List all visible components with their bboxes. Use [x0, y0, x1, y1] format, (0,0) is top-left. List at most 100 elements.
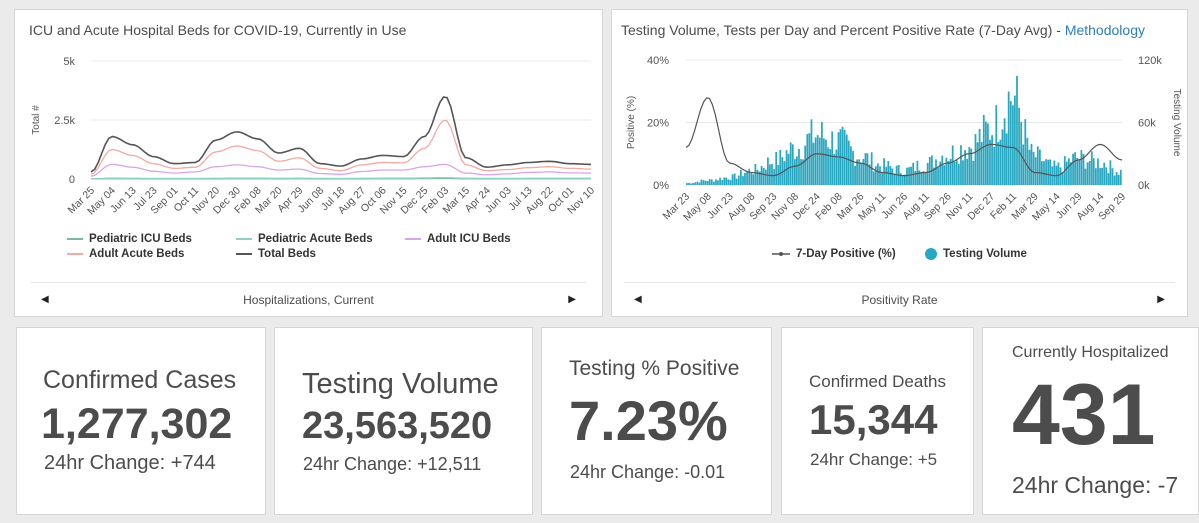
- testing-volume-bar: [1117, 174, 1120, 185]
- testing-volume-title: Testing Volume, Tests per Day and Percen…: [621, 22, 1145, 38]
- testing-volume-bar: [874, 166, 877, 185]
- testing-volume-bar: [970, 148, 973, 185]
- testing-volume-bar: [750, 173, 753, 185]
- line-marker-icon: [772, 252, 790, 256]
- testing-volume-bar: [835, 149, 838, 185]
- testing-volume-bar: [725, 177, 728, 185]
- testing-volume-bar: [713, 181, 715, 185]
- testing-volume-bar: [918, 170, 921, 185]
- testing-volume-bar: [771, 164, 773, 185]
- testing-volume-bar: [698, 182, 701, 185]
- testing-volume-bar: [758, 171, 761, 185]
- y-left-tick-label: 0%: [653, 180, 669, 192]
- currently-hospitalized-card[interactable]: Currently Hospitalized 431 24hr Change: …: [982, 327, 1199, 515]
- testing-volume-bar: [827, 147, 829, 185]
- testing-volume-bar: [914, 170, 917, 185]
- testing-volume-bar: [773, 169, 775, 185]
- testing-positive-card[interactable]: Testing % Positive 7.23% 24hr Change: -0…: [541, 327, 772, 515]
- legend-item-testing-volume[interactable]: Testing Volume: [925, 248, 1027, 260]
- confirmed-deaths-card[interactable]: Confirmed Deaths 15,344 24hr Change: +5: [781, 327, 974, 515]
- legend-item-adult-acute[interactable]: Adult Acute Beds: [67, 248, 184, 260]
- testing-volume-bar: [1068, 158, 1070, 185]
- testing-volume-bar: [858, 159, 861, 185]
- positive-rate-line: [685, 97, 1123, 177]
- testing-volume-bar: [1057, 162, 1060, 185]
- testing-volume-bar: [810, 119, 813, 185]
- hospital-beds-nav: ◀ Hospitalizations, Current ▶: [31, 282, 586, 316]
- methodology-link[interactable]: Methodology: [1064, 22, 1145, 38]
- testing-volume-bar: [808, 133, 811, 185]
- testing-volume-bar: [937, 167, 939, 185]
- testing-volume-bar: [1026, 137, 1029, 185]
- testing-volume-bar: [779, 149, 782, 185]
- testing-volume-bar: [702, 180, 705, 185]
- confirmed-cases-card[interactable]: Confirmed Cases 1,277,302 24hr Change: +…: [16, 327, 266, 515]
- testing-volume-bar: [737, 175, 740, 185]
- testing-volume-bar: [951, 145, 954, 185]
- testing-volume-bar: [823, 138, 825, 185]
- testing-title-text: Testing Volume, Tests per Day and Percen…: [621, 22, 1065, 38]
- y-left-axis-label: Positive (%): [626, 96, 637, 149]
- testing-volume-bar: [1119, 169, 1122, 185]
- testing-volume-bar: [866, 153, 869, 185]
- y-right-tick-label: 60k: [1138, 118, 1156, 130]
- card-value: 1,277,302: [41, 400, 233, 448]
- card-title: Confirmed Cases: [43, 366, 237, 394]
- testing-volume-bar: [964, 150, 966, 185]
- testing-volume-bar: [916, 160, 919, 185]
- prev-arrow-icon[interactable]: ◀: [634, 294, 642, 305]
- testing-volume-bar: [794, 159, 796, 185]
- testing-volume-bar: [690, 183, 692, 185]
- testing-volume-bar: [1103, 162, 1106, 185]
- testing-volume-bar: [1012, 105, 1014, 185]
- y-tick-label: 5k: [63, 56, 75, 68]
- circle-marker-icon: [925, 248, 937, 260]
- legend-item-pediatric-acute[interactable]: Pediatric Acute Beds: [236, 233, 373, 245]
- legend-swatch: [236, 253, 252, 255]
- testing-volume-bar: [704, 180, 707, 185]
- testing-volume-bar: [1005, 133, 1008, 185]
- testing-volume-panel: Testing Volume, Tests per Day and Percen…: [611, 9, 1188, 317]
- testing-volume-bar: [816, 135, 819, 185]
- testing-volume-card[interactable]: Testing Volume 23,563,520 24hr Change: +…: [274, 327, 533, 515]
- testing-volume-bar: [833, 154, 836, 185]
- testing-volume-bar: [991, 135, 993, 185]
- legend-label: Testing Volume: [943, 248, 1027, 260]
- y-tick-label: 0: [69, 174, 75, 186]
- next-arrow-icon[interactable]: ▶: [1157, 294, 1165, 305]
- testing-volume-bar: [1113, 175, 1116, 185]
- testing-volume-bar: [847, 140, 850, 185]
- testing-volume-bar: [1080, 150, 1083, 185]
- testing-volume-bar: [1001, 129, 1004, 185]
- testing-volume-bar: [1014, 95, 1016, 185]
- legend-item-adult-icu[interactable]: Adult ICU Beds: [405, 233, 511, 245]
- testing-volume-bar: [1053, 160, 1056, 185]
- testing-volume-bar: [883, 158, 885, 185]
- testing-nav: ◀ Positivity Rate ▶: [624, 282, 1175, 316]
- testing-volume-bar: [812, 142, 815, 185]
- testing-volume-bar: [889, 166, 892, 185]
- testing-volume-bar: [1082, 154, 1085, 185]
- testing-volume-bar: [1105, 167, 1108, 185]
- testing-volume-bar: [814, 137, 817, 185]
- y-left-tick-label: 20%: [647, 118, 669, 130]
- next-arrow-icon[interactable]: ▶: [568, 294, 576, 305]
- card-title: Currently Hospitalized: [1012, 344, 1169, 361]
- card-change: 24hr Change: +5: [810, 450, 938, 469]
- testing-volume-bar: [972, 160, 975, 185]
- testing-volume-bar: [856, 159, 858, 185]
- prev-arrow-icon[interactable]: ◀: [41, 294, 49, 305]
- testing-volume-bar: [686, 183, 688, 185]
- testing-volume-bar: [854, 166, 856, 185]
- legend-item-positive[interactable]: 7-Day Positive (%): [772, 248, 896, 260]
- hospital-nav-label: Hospitalizations, Current: [243, 292, 374, 307]
- testing-volume-bar: [879, 166, 881, 185]
- testing-volume-bar: [1020, 121, 1023, 185]
- testing-volume-bar: [982, 114, 985, 185]
- legend-item-pediatric-icu[interactable]: Pediatric ICU Beds: [67, 233, 192, 245]
- testing-volume-bar: [798, 149, 800, 185]
- card-value: 431: [1012, 367, 1156, 463]
- testing-volume-bar: [777, 165, 780, 185]
- legend-item-total-beds[interactable]: Total Beds: [236, 248, 316, 260]
- card-value: 15,344: [809, 396, 938, 443]
